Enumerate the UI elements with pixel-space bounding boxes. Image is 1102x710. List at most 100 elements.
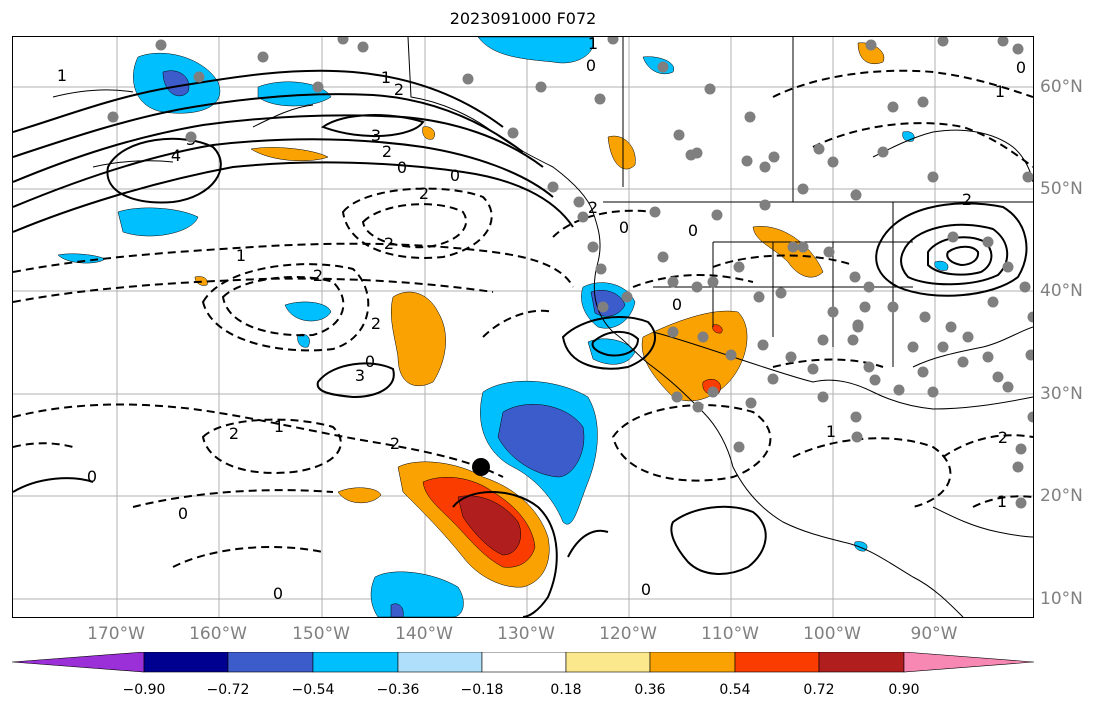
contour-label: 2 xyxy=(382,142,392,161)
station-dot xyxy=(863,281,875,293)
lon-label: 110°W xyxy=(701,624,759,644)
colorbar-tick: −0.36 xyxy=(376,682,420,698)
station-dot xyxy=(587,241,599,253)
station-dot xyxy=(733,441,745,453)
station-dot xyxy=(725,349,737,361)
lat-label: 10°N xyxy=(1040,589,1083,609)
station-dot xyxy=(827,156,839,168)
station-dot xyxy=(667,326,679,338)
station-dot xyxy=(257,51,269,63)
colorbar-segment xyxy=(818,652,905,673)
colorbar-segment xyxy=(227,652,314,673)
station-dot xyxy=(745,397,757,409)
station-dot xyxy=(649,206,661,218)
station-dot xyxy=(744,111,756,123)
contour-label: 0 xyxy=(1016,58,1026,77)
contour-label: 2 xyxy=(962,190,972,209)
station-dot xyxy=(863,361,875,373)
colorbar-tick: −0.54 xyxy=(291,682,335,698)
station-dot xyxy=(535,81,547,93)
lat-label: 60°N xyxy=(1040,77,1083,97)
station-dot xyxy=(927,386,939,398)
contour-label: 0 xyxy=(688,221,698,240)
station-dot xyxy=(1025,349,1033,361)
contour-label: 2 xyxy=(394,80,404,99)
station-dot xyxy=(1027,411,1033,423)
station-dot xyxy=(887,301,899,313)
contour-label: 1 xyxy=(57,66,67,85)
station-dot xyxy=(917,366,929,378)
lon-label: 100°W xyxy=(803,624,861,644)
station-dot xyxy=(707,276,719,288)
contour-label: 2 xyxy=(313,266,323,285)
lon-label: 160°W xyxy=(189,624,247,644)
station-dot xyxy=(927,171,939,183)
colorbar-segment xyxy=(481,652,567,673)
station-dot xyxy=(594,93,606,105)
lon-label: 120°W xyxy=(599,624,657,644)
lon-label: 140°W xyxy=(395,624,453,644)
station-dot xyxy=(759,199,771,211)
contour-label: 2 xyxy=(588,198,598,217)
station-dot xyxy=(849,271,861,283)
storm-center-marker[interactable] xyxy=(472,458,490,476)
colorbar-segment xyxy=(649,652,736,673)
station-dot xyxy=(657,61,669,73)
contour-label: 0 xyxy=(672,295,682,314)
station-dot xyxy=(775,287,787,299)
colorbar-tick: 0.90 xyxy=(888,682,920,698)
station-dot xyxy=(919,311,931,323)
station-dot xyxy=(691,281,703,293)
station-dot xyxy=(193,71,205,83)
station-dot xyxy=(733,261,745,273)
station-dot xyxy=(337,37,349,45)
contour-label: 0 xyxy=(586,56,596,75)
anomaly-shading xyxy=(57,37,949,617)
station-dot xyxy=(797,241,809,253)
station-dot xyxy=(573,196,585,208)
station-dot xyxy=(757,339,769,351)
contour-label: 2 xyxy=(390,434,400,453)
colorbar-tick: 0.54 xyxy=(719,682,751,698)
station-dot xyxy=(704,83,716,95)
station-dot xyxy=(1027,311,1033,323)
colorbar-segment xyxy=(312,652,399,673)
station-dot xyxy=(982,351,994,363)
contour-label: 2 xyxy=(229,424,239,443)
map-title: 2023091000 F072 xyxy=(449,9,597,28)
station-dot xyxy=(937,341,949,353)
station-dot xyxy=(865,39,877,51)
lat-label: 50°N xyxy=(1040,179,1083,199)
station-dot xyxy=(759,161,771,173)
lon-label: 170°W xyxy=(87,624,145,644)
colorbar-segment xyxy=(143,652,229,673)
contour-label: 0 xyxy=(619,218,629,237)
colorbar-segment xyxy=(565,652,651,673)
height-anomaly-contours xyxy=(13,69,1028,617)
station-dot xyxy=(692,401,704,413)
station-dot xyxy=(768,151,780,163)
contour-label: 0 xyxy=(641,580,651,599)
station-dot xyxy=(907,341,919,353)
station-dot xyxy=(607,37,619,45)
map-panel[interactable]: 1 3 4 3 2 1 2 0 0 2 1 2 3 2 2 0 0 1 2 0 … xyxy=(12,36,1034,618)
contour-label: 1 xyxy=(274,417,284,436)
station-dot xyxy=(597,301,609,313)
station-dot xyxy=(1019,281,1031,293)
contour-label: 0 xyxy=(87,467,97,486)
station-dot xyxy=(785,351,797,363)
contour-label: 3 xyxy=(355,366,365,385)
station-dot xyxy=(673,129,685,141)
station-dot xyxy=(893,384,905,396)
colorbar-tick: 0.72 xyxy=(803,682,835,698)
station-dot xyxy=(947,231,959,243)
station-dot xyxy=(1012,461,1024,473)
station-dot xyxy=(155,39,167,51)
colorbar-segment xyxy=(397,652,483,673)
station-dot xyxy=(312,81,324,93)
contour-label: 1 xyxy=(236,246,246,265)
station-dot xyxy=(595,263,607,275)
lat-label: 30°N xyxy=(1040,384,1083,404)
contour-label: 4 xyxy=(171,146,181,165)
colorbar-segment xyxy=(12,652,145,673)
